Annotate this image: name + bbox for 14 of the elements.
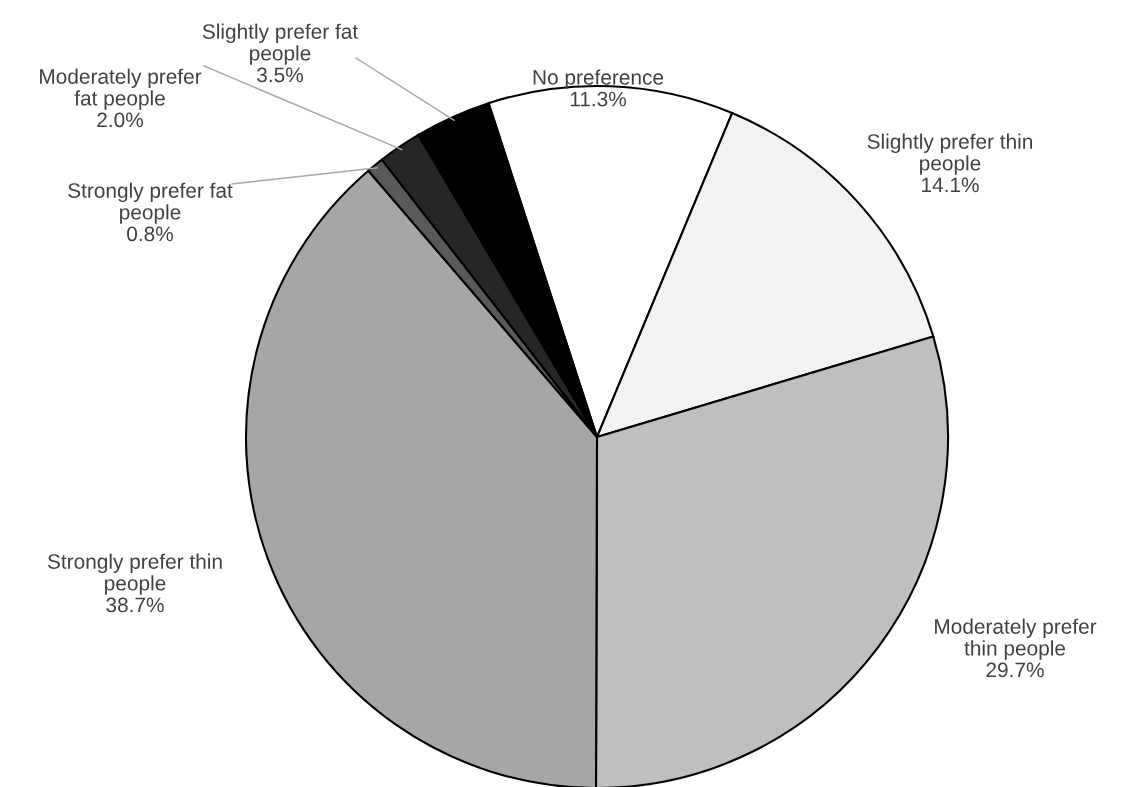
slice-label: No preference xyxy=(533,69,664,89)
data-label: 0.8% xyxy=(127,226,173,242)
data-label: 29.7% xyxy=(986,662,1044,678)
slice-label: Slightly prefer thin people xyxy=(867,133,1033,175)
data-label: 3.5% xyxy=(257,67,303,83)
data-label: 38.7% xyxy=(106,597,164,613)
slice-label: Strongly prefer fat people xyxy=(68,182,233,224)
data-label: 2.0% xyxy=(97,112,143,128)
slice-label: Strongly prefer thin people xyxy=(47,553,222,595)
data-label: 14.1% xyxy=(922,177,979,193)
slice-label: Slightly prefer fat people xyxy=(202,23,359,65)
slice-label: Moderately prefer thin people xyxy=(935,618,1097,660)
slice-label: Moderately prefer fat people xyxy=(40,68,202,110)
data-label: 11.3% xyxy=(570,91,627,107)
